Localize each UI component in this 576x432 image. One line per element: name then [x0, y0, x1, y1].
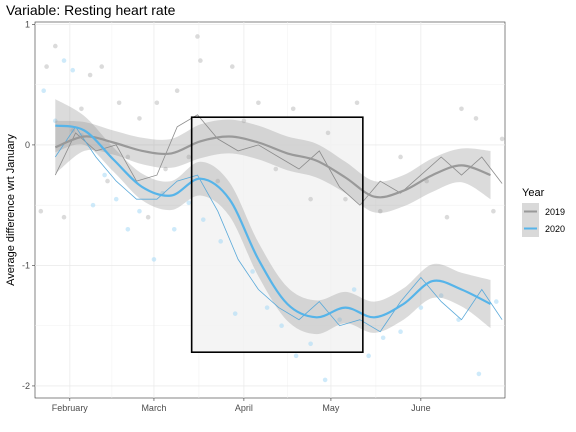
point-2020	[70, 67, 76, 73]
point-2020	[493, 299, 499, 304]
ci-band-2019	[55, 119, 491, 213]
point-2020	[171, 226, 177, 232]
chart-title: Variable: Resting heart rate	[6, 2, 176, 18]
point-2020	[476, 371, 482, 377]
raw-line-2019	[54, 114, 503, 206]
point-2019	[325, 130, 331, 136]
point-2020	[250, 269, 255, 274]
point-2019	[61, 214, 67, 220]
point-2020	[337, 317, 342, 322]
point-2019	[163, 166, 168, 172]
point-2019	[377, 208, 383, 214]
x-tick-label: February	[52, 403, 89, 413]
data-points	[38, 34, 505, 383]
point-2020	[137, 208, 142, 214]
axes: 1 0 -1 -2 February March April May June	[22, 19, 431, 413]
point-2019	[473, 116, 479, 121]
point-2019	[79, 106, 84, 112]
point-2020	[218, 239, 223, 244]
legend-label-2020: 2020	[545, 224, 565, 234]
point-2020	[125, 226, 131, 232]
y-tick-label: 1	[25, 19, 30, 29]
point-2020	[398, 329, 403, 335]
point-2020	[232, 311, 238, 316]
point-2019	[459, 106, 464, 112]
ci-band-2020	[55, 99, 491, 335]
legend-label-2019: 2019	[545, 207, 565, 217]
point-2020	[41, 88, 47, 93]
highlight-box	[190, 116, 364, 354]
point-2019	[215, 178, 221, 184]
point-2020	[366, 353, 371, 359]
point-2019	[444, 214, 450, 220]
point-2020	[90, 202, 96, 208]
y-axis-title: Average difference wrt January	[5, 134, 17, 286]
point-2019	[44, 64, 49, 69]
point-2020	[279, 323, 284, 328]
point-2019	[273, 166, 279, 172]
point-2019	[105, 178, 110, 184]
point-2019	[499, 136, 505, 142]
point-2020	[308, 341, 313, 347]
point-2019	[154, 100, 160, 106]
point-2019	[174, 88, 180, 93]
smooth-line-2019	[54, 135, 491, 199]
x-tick-label: April	[235, 403, 253, 413]
point-2019	[87, 72, 93, 78]
highlight-box-frame	[190, 116, 364, 354]
y-tick-label: -2	[22, 381, 30, 391]
point-2020	[380, 335, 386, 341]
point-2020	[351, 287, 357, 292]
point-2019	[343, 196, 348, 202]
point-2019	[99, 64, 105, 69]
point-2020	[186, 200, 192, 206]
point-2019	[186, 154, 192, 160]
point-2019	[53, 43, 58, 49]
smooth-line-2020	[55, 124, 491, 319]
point-2020	[322, 377, 328, 383]
point-2019	[398, 154, 403, 160]
legend: Year 2019 2020	[522, 187, 565, 237]
y-tick-label: -1	[22, 260, 30, 270]
point-2019	[290, 106, 296, 112]
point-2019	[125, 154, 131, 160]
raw-lines	[54, 114, 503, 333]
point-2019	[229, 64, 235, 69]
point-2019	[241, 118, 247, 124]
point-2020	[113, 196, 119, 202]
x-tick-label: March	[141, 403, 166, 413]
point-2020	[200, 217, 206, 222]
point-2020	[264, 305, 270, 310]
x-tick-label: June	[411, 403, 431, 413]
x-tick-label: May	[322, 403, 340, 413]
point-2020	[438, 293, 444, 298]
point-2019	[491, 208, 496, 214]
smooth-lines	[54, 124, 491, 319]
y-tick-label: 0	[25, 140, 30, 150]
point-2019	[198, 58, 203, 63]
point-2019	[308, 196, 313, 202]
point-2019	[137, 116, 142, 121]
confidence-bands	[55, 99, 491, 335]
point-2019	[256, 100, 261, 106]
point-2019	[116, 100, 122, 106]
point-2019	[145, 214, 151, 220]
point-2020	[61, 58, 67, 63]
point-2019	[354, 100, 360, 106]
point-2020	[151, 257, 157, 262]
point-2020	[53, 118, 58, 124]
point-2020	[102, 172, 107, 178]
point-2020	[418, 305, 424, 310]
point-2020	[293, 353, 299, 359]
point-2019	[38, 208, 44, 214]
raw-line-2020	[54, 126, 503, 333]
legend-title: Year	[522, 187, 545, 199]
point-2019	[195, 34, 200, 39]
